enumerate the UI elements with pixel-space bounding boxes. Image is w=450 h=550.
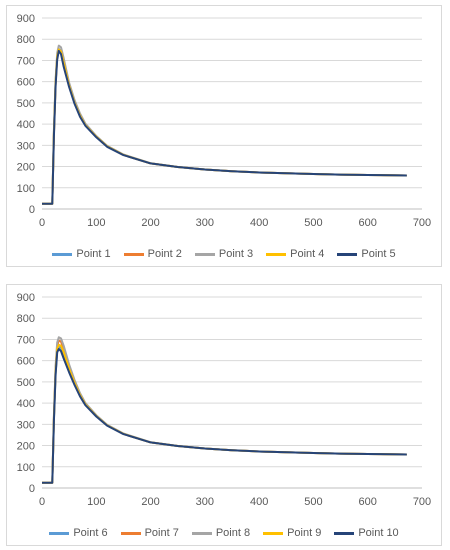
series-line-point-7	[42, 339, 407, 484]
legend-item: Point 9	[263, 527, 321, 539]
legend-label: Point 2	[147, 248, 182, 260]
x-tick-label: 500	[304, 496, 322, 508]
y-tick-label: 700	[17, 55, 35, 67]
series-line-point-8	[42, 336, 407, 484]
legend-swatch	[123, 252, 144, 256]
y-tick-label: 600	[17, 356, 35, 368]
x-tick-label: 0	[39, 496, 45, 508]
legend-item: Point 5	[337, 248, 396, 260]
legend-label: Point 8	[215, 527, 251, 539]
series-line-point-5	[42, 49, 407, 205]
legend-item: Point 8	[191, 527, 251, 539]
y-tick-label: 500	[17, 98, 35, 110]
legend-label: Point 4	[290, 248, 325, 260]
series-line-point-4	[42, 48, 407, 205]
legend-swatch	[334, 531, 355, 535]
chart-panel-2: 0 100 200 300 400 500 600 700 800 900 0 100 200 300 40…	[6, 284, 442, 546]
y-tick-label: 100	[17, 183, 35, 195]
x-tick-label: 400	[250, 217, 268, 229]
legend-swatch	[266, 252, 287, 256]
x-tick-label: 700	[413, 496, 431, 508]
y-tick-label: 200	[17, 441, 35, 453]
legend-label: Point 6	[73, 527, 108, 539]
y-tick-label: 500	[17, 377, 35, 389]
y-tick-label: 200	[17, 162, 35, 174]
legend-label: Point 1	[76, 248, 111, 260]
x-tick-label: 600	[359, 217, 377, 229]
legend-label: Point 5	[361, 248, 396, 260]
y-tick-label: 600	[17, 77, 35, 89]
x-tick-label: 700	[413, 217, 431, 229]
x-tick-label: 0	[39, 217, 45, 229]
legend-item: Point 7	[120, 527, 179, 539]
y-tick-label: 900	[17, 292, 35, 304]
y-tick-label: 100	[17, 462, 35, 474]
x-tick-label: 100	[87, 217, 105, 229]
chart-panel-1: 0 100 200 300 400 500 600 700 800 900 0 100 200 300 40…	[6, 5, 442, 267]
y-tick-label: 700	[17, 334, 35, 346]
legend-item: Point 3	[194, 248, 254, 260]
y-tick-label: 400	[17, 119, 35, 131]
line-chart-2: 0 100 200 300 400 500 600 700 800 900 0 100 200 300 40…	[17, 292, 432, 508]
legend-swatch	[191, 531, 212, 535]
legend-swatch	[263, 531, 284, 535]
y-tick-label: 300	[17, 419, 35, 431]
chart-legend-1: Point 1 Point 2 Point 3 Point 4 Point 5	[7, 248, 441, 260]
y-tick-label: 0	[29, 483, 35, 495]
x-tick-label: 300	[196, 217, 214, 229]
legend-swatch	[49, 531, 70, 535]
y-tick-label: 300	[17, 140, 35, 152]
series-line-point-3	[42, 44, 407, 205]
x-tick-label: 200	[141, 217, 159, 229]
x-tick-label: 200	[141, 496, 159, 508]
line-chart-1: 0 100 200 300 400 500 600 700 800 900 0 100 200 300 40…	[17, 13, 432, 229]
series-line-point-1	[42, 47, 407, 205]
legend-swatch	[120, 531, 141, 535]
legend-item: Point 1	[52, 248, 111, 260]
legend-item: Point 6	[49, 527, 108, 539]
series-line-point-2	[42, 48, 407, 205]
x-tick-label: 400	[250, 496, 268, 508]
x-tick-label: 500	[304, 217, 322, 229]
series-line-point-9	[42, 343, 407, 484]
legend-label: Point 10	[358, 527, 399, 539]
x-tick-label: 100	[87, 496, 105, 508]
chart-legend-2: Point 6 Point 7 Point 8 Point 9 Point 10	[7, 527, 441, 539]
y-tick-label: 800	[17, 313, 35, 325]
series-line-point-10	[42, 348, 407, 484]
x-tick-label: 600	[359, 496, 377, 508]
legend-item: Point 10	[334, 527, 399, 539]
x-tick-label: 300	[196, 496, 214, 508]
y-tick-label: 800	[17, 34, 35, 46]
y-tick-label: 900	[17, 13, 35, 25]
legend-swatch	[337, 252, 358, 256]
y-tick-label: 0	[29, 204, 35, 216]
legend-item: Point 2	[123, 248, 182, 260]
legend-item: Point 4	[266, 248, 324, 260]
legend-label: Point 3	[218, 248, 254, 260]
y-tick-label: 400	[17, 398, 35, 410]
legend-label: Point 7	[144, 527, 179, 539]
legend-swatch	[52, 252, 73, 256]
legend-label: Point 9	[287, 527, 322, 539]
legend-swatch	[194, 252, 215, 256]
